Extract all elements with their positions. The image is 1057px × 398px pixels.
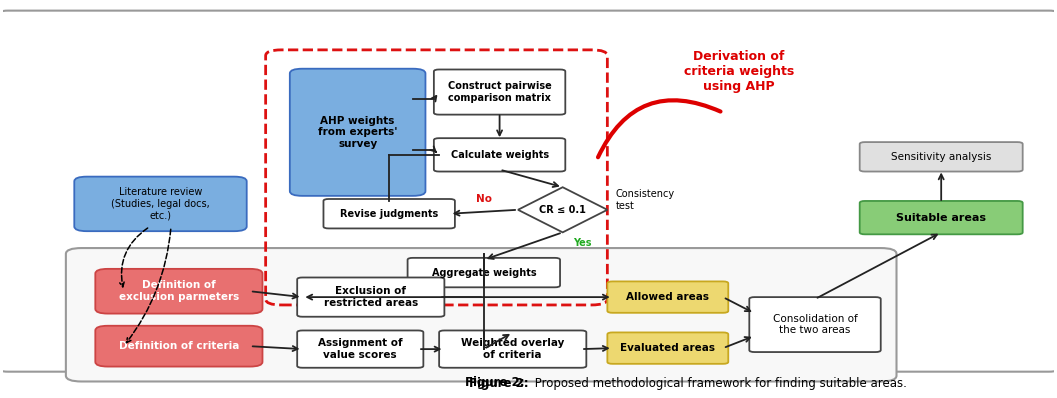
FancyBboxPatch shape	[749, 297, 880, 352]
FancyBboxPatch shape	[608, 281, 728, 313]
FancyBboxPatch shape	[608, 332, 728, 364]
FancyBboxPatch shape	[323, 199, 455, 228]
Text: Assignment of
value scores: Assignment of value scores	[318, 338, 403, 360]
Text: Exclusion of
restricted areas: Exclusion of restricted areas	[323, 286, 418, 308]
Polygon shape	[518, 187, 608, 232]
Text: CR ≤ 0.1: CR ≤ 0.1	[539, 205, 587, 215]
FancyBboxPatch shape	[95, 269, 262, 314]
Text: Construct pairwise
comparison matrix: Construct pairwise comparison matrix	[448, 81, 552, 103]
Text: Evaluated areas: Evaluated areas	[620, 343, 716, 353]
FancyBboxPatch shape	[433, 70, 565, 115]
FancyBboxPatch shape	[297, 277, 444, 317]
Text: AHP weights
from experts'
survey: AHP weights from experts' survey	[318, 116, 397, 149]
Text: Sensitivity analysis: Sensitivity analysis	[891, 152, 991, 162]
FancyBboxPatch shape	[408, 258, 560, 287]
Text: Calculate weights: Calculate weights	[450, 150, 549, 160]
FancyBboxPatch shape	[297, 330, 424, 368]
Text: Weighted overlay
of criteria: Weighted overlay of criteria	[461, 338, 564, 360]
Text: Literature review
(Studies, legal docs,
etc.): Literature review (Studies, legal docs, …	[111, 187, 210, 220]
FancyBboxPatch shape	[859, 201, 1023, 234]
Text: Consistency
test: Consistency test	[616, 189, 675, 211]
FancyBboxPatch shape	[95, 326, 262, 367]
FancyBboxPatch shape	[290, 69, 426, 196]
Text: Allowed areas: Allowed areas	[627, 292, 709, 302]
FancyBboxPatch shape	[74, 177, 246, 231]
Text: Yes: Yes	[573, 238, 592, 248]
FancyBboxPatch shape	[439, 330, 587, 368]
Text: No: No	[476, 194, 492, 204]
Text: Proposed methodological framework for finding suitable areas.: Proposed methodological framework for fi…	[531, 377, 907, 390]
Text: Derivation of
criteria weights
using AHP: Derivation of criteria weights using AHP	[684, 50, 794, 93]
FancyBboxPatch shape	[859, 142, 1023, 172]
Text: Figure 2:: Figure 2:	[465, 376, 528, 388]
FancyBboxPatch shape	[433, 138, 565, 172]
Text: Suitable areas: Suitable areas	[896, 213, 986, 222]
Text: Definition of criteria: Definition of criteria	[118, 341, 239, 351]
Text: Figure 2:: Figure 2:	[469, 377, 528, 390]
Text: Definition of
exclusion parmeters: Definition of exclusion parmeters	[118, 281, 239, 302]
FancyBboxPatch shape	[66, 248, 896, 382]
Text: Revise judgments: Revise judgments	[340, 209, 439, 219]
Text: Consolidation of
the two areas: Consolidation of the two areas	[773, 314, 857, 336]
FancyBboxPatch shape	[0, 11, 1057, 372]
Text: Aggregate weights: Aggregate weights	[431, 267, 536, 277]
